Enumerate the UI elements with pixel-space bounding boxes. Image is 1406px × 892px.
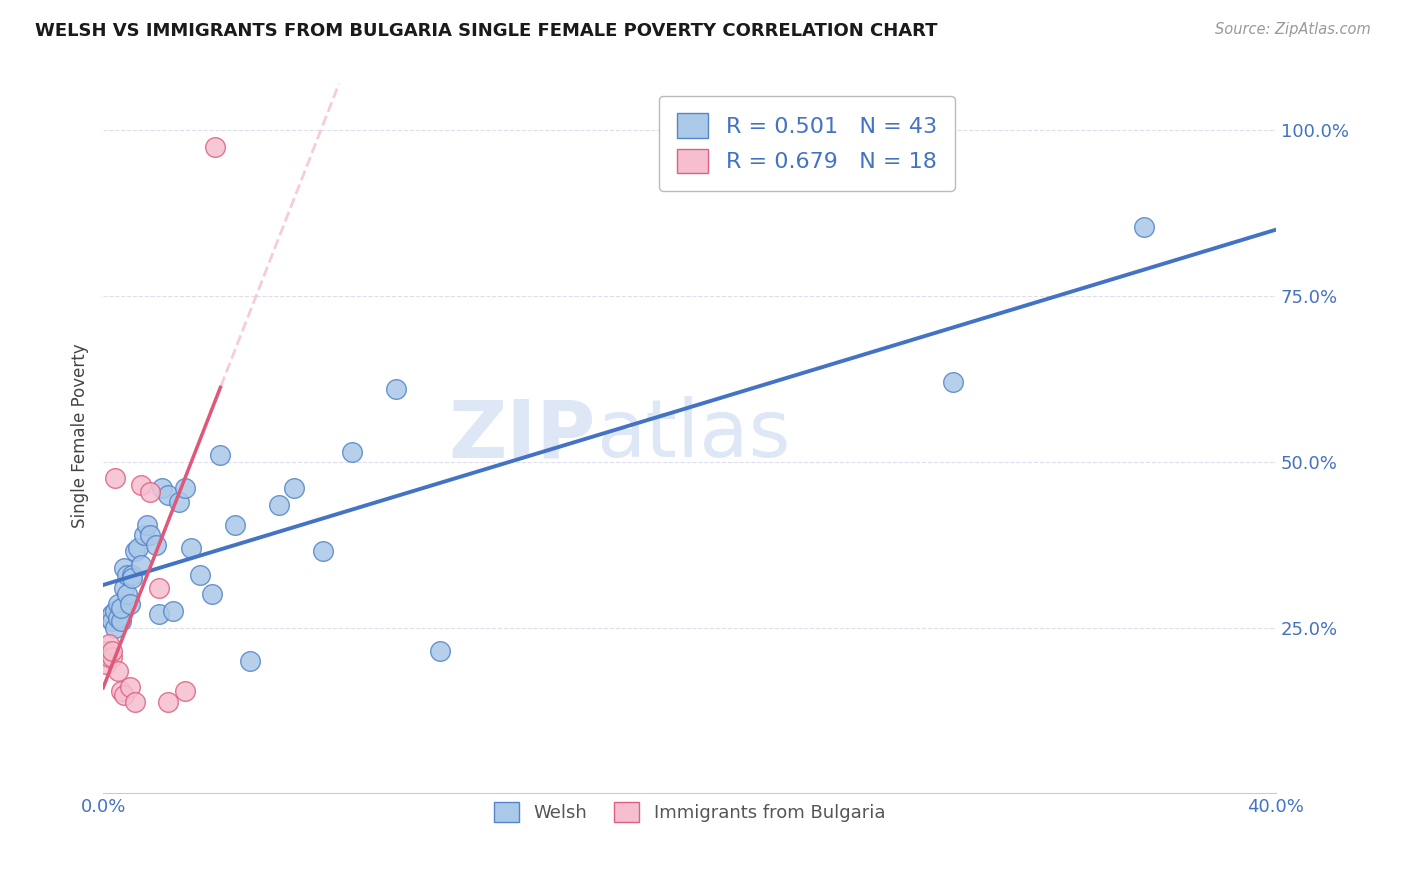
Point bbox=[139, 528, 162, 542]
Point bbox=[134, 528, 156, 542]
Point bbox=[101, 607, 124, 622]
Point bbox=[112, 581, 135, 595]
Point bbox=[110, 600, 132, 615]
Point bbox=[98, 610, 121, 624]
Point bbox=[101, 650, 124, 665]
Point bbox=[239, 654, 262, 668]
Point bbox=[283, 482, 305, 496]
Point bbox=[385, 382, 408, 396]
Point bbox=[107, 610, 129, 624]
Point bbox=[118, 598, 141, 612]
Text: WELSH VS IMMIGRANTS FROM BULGARIA SINGLE FEMALE POVERTY CORRELATION CHART: WELSH VS IMMIGRANTS FROM BULGARIA SINGLE… bbox=[35, 22, 938, 40]
Point bbox=[267, 498, 290, 512]
Point bbox=[174, 482, 197, 496]
Point bbox=[101, 644, 124, 658]
Point bbox=[110, 683, 132, 698]
Point bbox=[129, 478, 152, 492]
Point bbox=[129, 558, 152, 572]
Point bbox=[107, 664, 129, 678]
Point bbox=[98, 650, 121, 665]
Point bbox=[209, 448, 232, 462]
Point bbox=[169, 494, 191, 508]
Point bbox=[112, 561, 135, 575]
Point bbox=[139, 484, 162, 499]
Point bbox=[112, 688, 135, 702]
Point bbox=[156, 488, 179, 502]
Point bbox=[104, 621, 127, 635]
Point bbox=[145, 538, 167, 552]
Point bbox=[124, 544, 146, 558]
Point bbox=[180, 541, 202, 555]
Point bbox=[127, 541, 149, 555]
Legend: Welsh, Immigrants from Bulgaria: Welsh, Immigrants from Bulgaria bbox=[481, 789, 898, 834]
Point bbox=[312, 544, 335, 558]
Point bbox=[121, 571, 143, 585]
Point bbox=[98, 637, 121, 651]
Point bbox=[204, 140, 226, 154]
Point bbox=[110, 614, 132, 628]
Point bbox=[148, 581, 170, 595]
Point bbox=[104, 471, 127, 485]
Point bbox=[136, 517, 159, 532]
Point bbox=[1133, 219, 1156, 234]
Point bbox=[174, 683, 197, 698]
Point bbox=[150, 482, 173, 496]
Point bbox=[121, 567, 143, 582]
Text: atlas: atlas bbox=[596, 396, 790, 475]
Point bbox=[342, 445, 364, 459]
Text: ZIP: ZIP bbox=[449, 396, 596, 475]
Point bbox=[94, 644, 117, 658]
Point bbox=[201, 587, 224, 601]
Point bbox=[115, 567, 138, 582]
Point bbox=[101, 614, 124, 628]
Point bbox=[224, 517, 246, 532]
Point bbox=[162, 604, 184, 618]
Point bbox=[188, 567, 211, 582]
Point bbox=[104, 604, 127, 618]
Point bbox=[429, 644, 451, 658]
Point bbox=[107, 598, 129, 612]
Point bbox=[942, 376, 965, 390]
Point bbox=[94, 657, 117, 671]
Text: Source: ZipAtlas.com: Source: ZipAtlas.com bbox=[1215, 22, 1371, 37]
Point bbox=[118, 681, 141, 695]
Point bbox=[115, 587, 138, 601]
Point bbox=[124, 695, 146, 709]
Point bbox=[148, 607, 170, 622]
Y-axis label: Single Female Poverty: Single Female Poverty bbox=[72, 343, 89, 528]
Point bbox=[156, 695, 179, 709]
